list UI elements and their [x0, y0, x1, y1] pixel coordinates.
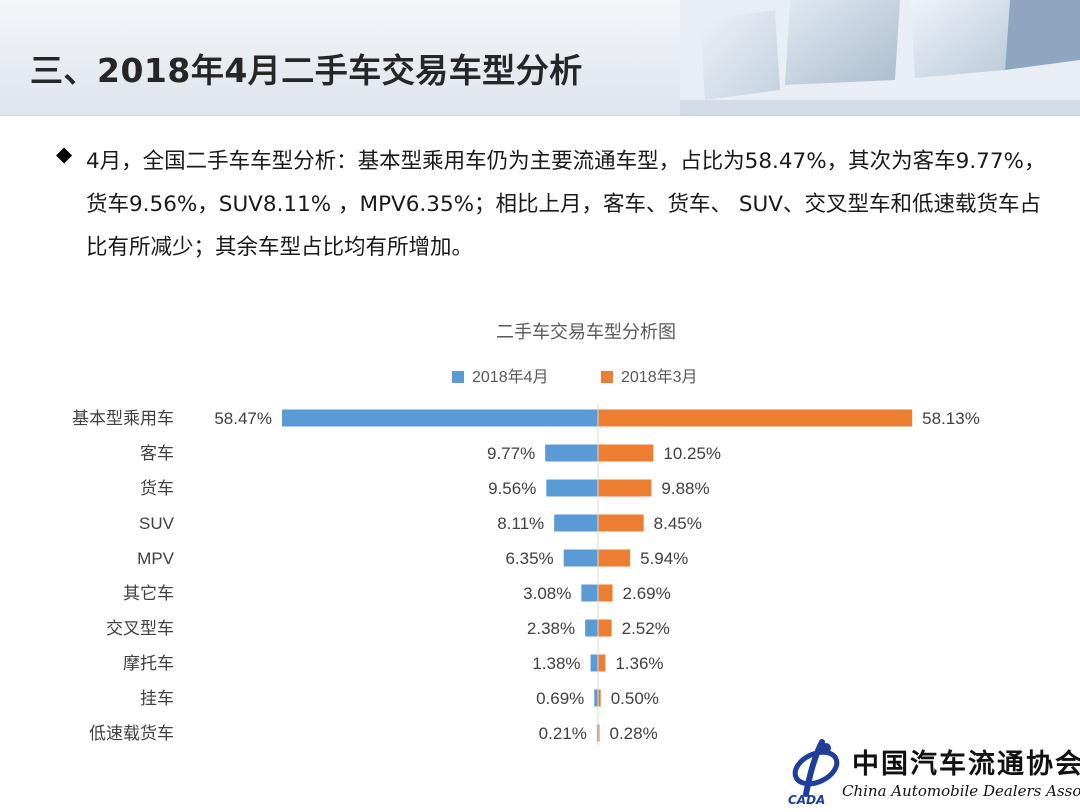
category-label: 其它车: [123, 584, 174, 603]
value-label-mar: 58.13%: [922, 409, 980, 428]
value-label-apr: 0.21%: [539, 724, 587, 743]
value-label-apr: 1.38%: [532, 654, 580, 673]
legend-swatch-apr: [452, 371, 464, 383]
bar-mar: [598, 619, 612, 637]
bar-apr: [596, 724, 598, 742]
bar-mar: [598, 479, 652, 497]
diamond-bullet-icon: ◆: [56, 142, 73, 166]
bar-apr: [546, 479, 598, 497]
bar-mar: [598, 409, 913, 427]
summary-text: 4月，全国二手车车型分析：基本型乘用车仍为主要流通车型，占比为58.47%，其次…: [86, 149, 1046, 260]
cada-abbr: CADA: [788, 793, 825, 807]
bar-apr: [282, 409, 598, 427]
bar-mar: [598, 584, 613, 602]
value-label-apr: 9.56%: [488, 479, 536, 498]
value-label-mar: 8.45%: [654, 514, 702, 533]
value-label-mar: 1.36%: [615, 654, 663, 673]
chart-title: 二手车交易车型分析图: [496, 322, 676, 342]
category-label: 基本型乘用车: [72, 409, 174, 428]
category-label: MPV: [137, 549, 175, 568]
category-label: SUV: [139, 514, 175, 533]
value-label-apr: 2.38%: [527, 619, 575, 638]
bar-mar: [598, 514, 644, 532]
value-label-apr: 9.77%: [487, 444, 535, 463]
value-label-mar: 0.28%: [610, 724, 658, 743]
legend-label-mar: 2018年3月: [621, 368, 698, 386]
value-label-mar: 10.25%: [663, 444, 721, 463]
category-label: 客车: [140, 444, 174, 463]
bar-apr: [581, 584, 598, 602]
cada-logo: CADA 中国汽车流通协会 China Automobile Dealers A…: [780, 736, 1080, 812]
bar-mar: [598, 444, 654, 462]
category-label: 交叉型车: [106, 619, 174, 638]
value-label-mar: 2.69%: [623, 584, 671, 603]
bar-mar: [598, 549, 631, 567]
header-cubes-decoration: [680, 0, 1080, 115]
value-label-apr: 0.69%: [536, 689, 584, 708]
bar-mar: [598, 724, 600, 742]
value-label-apr: 8.11%: [497, 514, 544, 533]
category-label: 低速载货车: [89, 724, 174, 743]
category-label: 摩托车: [123, 654, 174, 673]
cada-logo-icon: CADA: [788, 739, 840, 807]
bar-mar: [598, 689, 601, 707]
value-label-apr: 6.35%: [505, 549, 553, 568]
bar-apr: [585, 619, 598, 637]
logo-cn-text: 中国汽车流通协会: [852, 749, 1080, 780]
category-label: 挂车: [140, 689, 174, 708]
bar-apr: [554, 514, 598, 532]
bar-apr: [545, 444, 598, 462]
bar-apr: [563, 549, 598, 567]
category-label: 货车: [140, 479, 174, 498]
logo-en-text: China Automobile Dealers Association: [842, 782, 1080, 800]
bar-apr: [590, 654, 598, 672]
bar-mar: [598, 654, 606, 672]
value-label-apr: 3.08%: [523, 584, 571, 603]
value-label-mar: 0.50%: [611, 689, 659, 708]
legend-label-apr: 2018年4月: [472, 368, 549, 386]
page-title: 三、2018年4月二手车交易车型分析: [30, 51, 583, 90]
header-banner: 三、2018年4月二手车交易车型分析: [0, 0, 1080, 116]
value-label-apr: 58.47%: [214, 409, 272, 428]
value-label-mar: 2.52%: [622, 619, 670, 638]
value-label-mar: 9.88%: [661, 479, 709, 498]
legend-swatch-mar: [601, 371, 613, 383]
bar-apr: [594, 689, 598, 707]
value-label-mar: 5.94%: [640, 549, 688, 568]
